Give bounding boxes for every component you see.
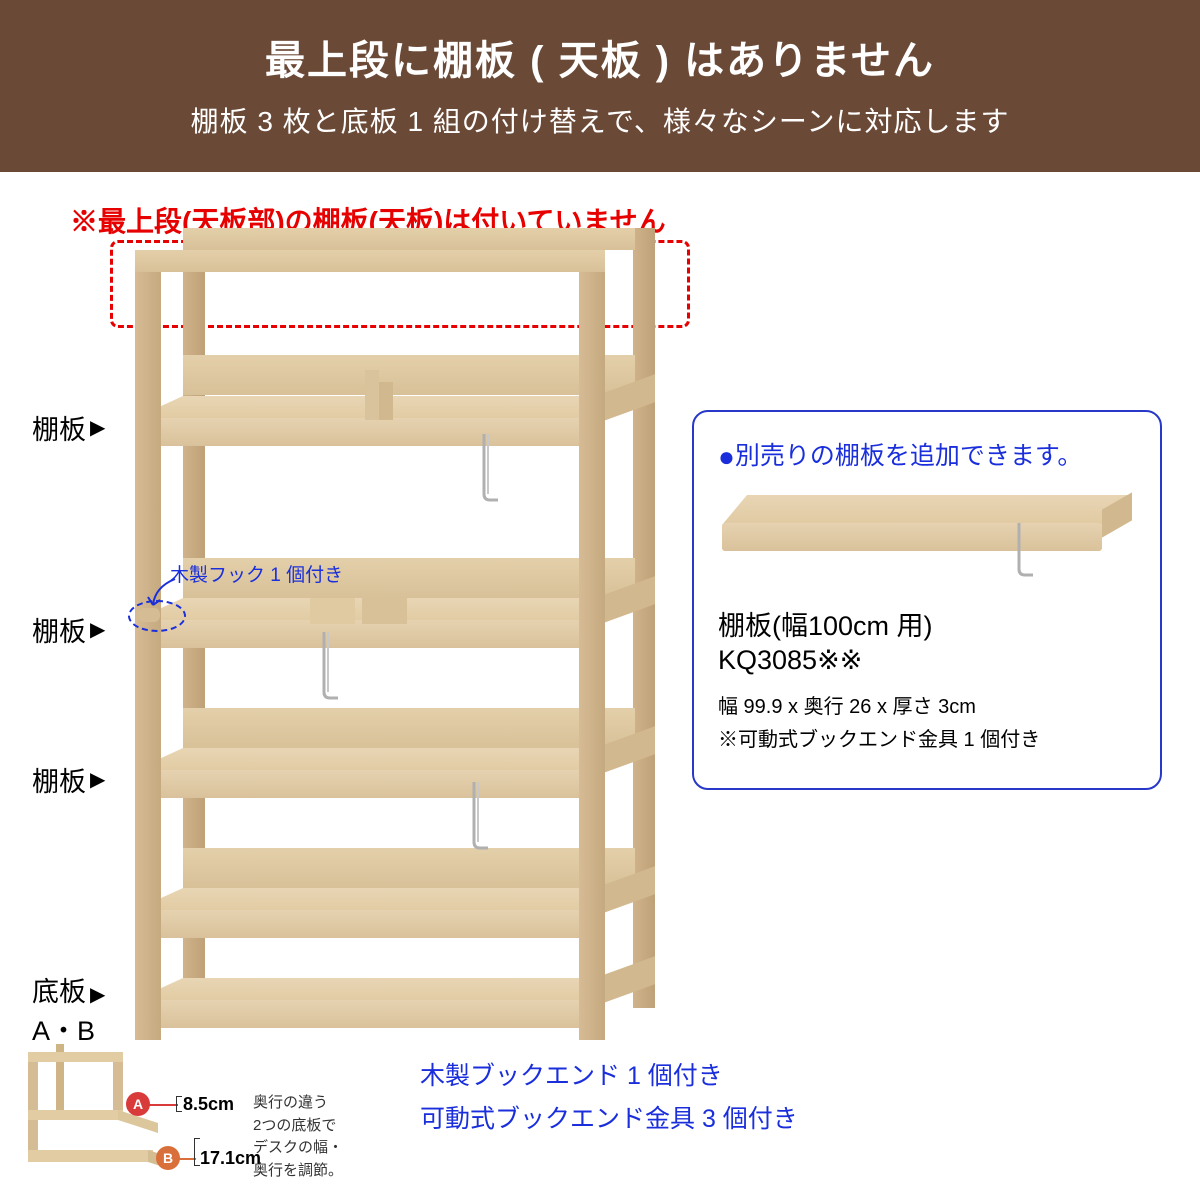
info-box-title: ●別売りの棚板を追加できます。 xyxy=(718,436,1136,473)
shelf-unit-illustration xyxy=(135,250,655,1040)
info-product-note: ※可動式ブックエンド金具 1 個付き xyxy=(718,723,1136,752)
hook-peg-icon xyxy=(138,608,160,622)
info-product-dims: 幅 99.9 x 奥行 26 x 厚さ 3cm xyxy=(718,690,1136,719)
metal-bookend-icon xyxy=(470,780,492,850)
divider-icon xyxy=(362,598,407,624)
shelf-label-2: 棚板▶ xyxy=(32,610,105,649)
header-banner: 最上段に棚板 ( 天板 ) はありません 棚板 3 枚と底板 1 組の付け替えで… xyxy=(0,0,1200,172)
header-subtitle: 棚板 3 枚と底板 1 組の付け替えで、様々なシーンに対応します xyxy=(20,100,1180,140)
shelf-label-3: 棚板▶ xyxy=(32,760,105,799)
extra-shelf-info-box: ●別売りの棚板を追加できます。 棚板(幅100cm 用) KQ3085※※ 幅 … xyxy=(692,410,1162,790)
info-product-model: KQ3085※※ xyxy=(718,645,1136,676)
info-product-name: 棚板(幅100cm 用) xyxy=(718,604,1136,643)
wooden-bookend-icon xyxy=(355,370,415,425)
metal-bookend-icon xyxy=(320,630,342,700)
bottom-board-diagram: A B 8.5cm 17.1cm 奥行の違う 2つの底板で デスクの幅・ 奥行を… xyxy=(28,1042,358,1182)
header-title: 最上段に棚板 ( 天板 ) はありません xyxy=(20,28,1180,86)
dim-b-text: 17.1cm xyxy=(200,1148,261,1169)
hook-annotation-text: 木製フック 1 個付き xyxy=(170,560,343,587)
diagram-description: 奥行の違う 2つの底板で デスクの幅・ 奥行を調節。 xyxy=(253,1092,343,1182)
divider-icon xyxy=(310,598,355,624)
badge-b: B xyxy=(156,1146,180,1170)
extra-shelf-illustration xyxy=(722,495,1132,580)
dim-a-text: 8.5cm xyxy=(183,1094,234,1115)
shelf-label-1: 棚板▶ xyxy=(32,408,105,447)
included-accessories-note: 木製ブックエンド 1 個付き 可動式ブックエンド金具 3 個付き xyxy=(420,1055,798,1140)
bottom-label: 底板▶ A・B xyxy=(32,970,105,1048)
metal-bookend-icon xyxy=(480,432,502,502)
badge-a: A xyxy=(126,1092,150,1116)
